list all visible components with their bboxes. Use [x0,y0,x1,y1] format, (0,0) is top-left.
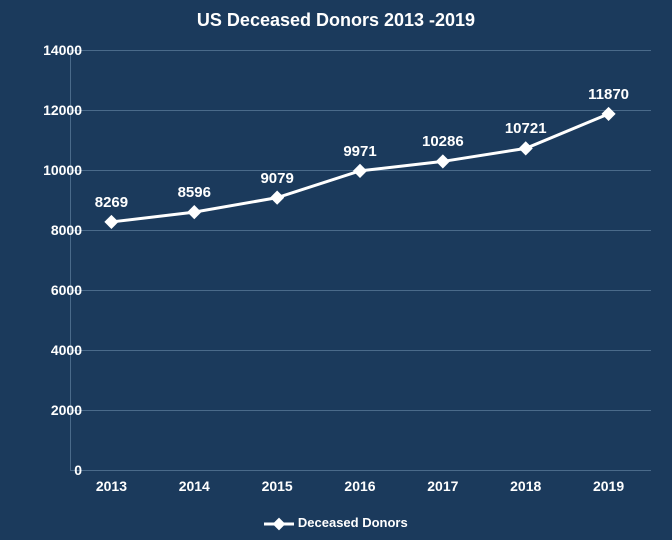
chart-title: US Deceased Donors 2013 -2019 [0,10,672,31]
y-tick-label: 0 [22,462,82,478]
y-tick-label: 2000 [22,402,82,418]
legend-marker-icon [264,518,294,530]
data-label: 8596 [178,184,211,201]
y-tick-label: 12000 [22,102,82,118]
legend-label: Deceased Donors [298,515,408,530]
legend: Deceased Donors [0,515,672,530]
data-marker [104,215,118,229]
x-tick-label: 2013 [81,478,141,494]
data-label: 9079 [260,170,293,187]
y-tick-label: 14000 [22,42,82,58]
y-tick-label: 4000 [22,342,82,358]
data-marker [270,191,284,205]
data-label: 8269 [95,194,128,211]
data-label: 11870 [588,86,629,103]
x-tick-label: 2015 [247,478,307,494]
data-label: 9971 [343,143,376,160]
y-tick-label: 10000 [22,162,82,178]
x-tick-label: 2019 [579,478,639,494]
x-tick-label: 2017 [413,478,473,494]
chart-svg [70,50,650,470]
chart-container: US Deceased Donors 2013 -2019 Deceased D… [0,0,672,540]
x-tick-label: 2018 [496,478,556,494]
data-label: 10286 [422,133,464,150]
y-tick-label: 6000 [22,282,82,298]
x-tick-label: 2014 [164,478,224,494]
data-marker [187,205,201,219]
data-marker [602,107,616,121]
data-marker [353,164,367,178]
data-marker [519,141,533,155]
data-label: 10721 [505,120,547,137]
y-tick-label: 8000 [22,222,82,238]
x-tick-label: 2016 [330,478,390,494]
data-marker [436,154,450,168]
